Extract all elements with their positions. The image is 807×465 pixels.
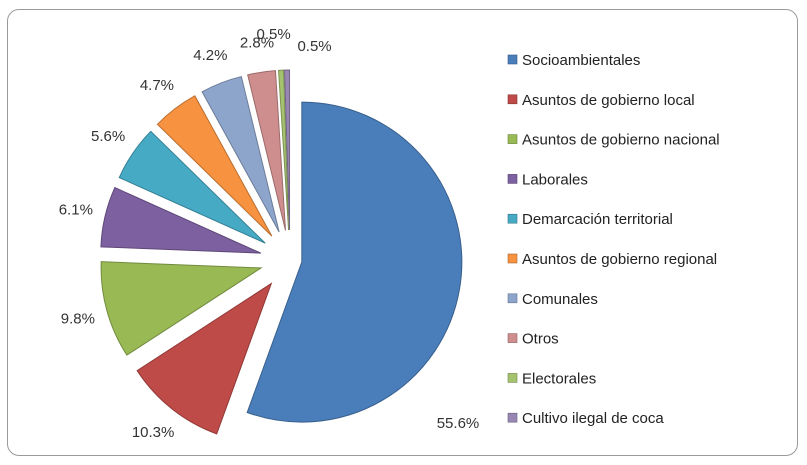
legend-label-cultivo-ilegal-de-coca: Cultivo ilegal de coca: [522, 410, 664, 427]
legend-swatch-asuntos-de-gobierno-nacional: [507, 134, 518, 144]
pie-slice-comunales: [201, 75, 280, 233]
pie-slice-asuntos-de-gobierno-regional: [156, 95, 273, 237]
data-label-asuntos-de-gobierno-nacional: 9.8%: [61, 310, 95, 327]
data-label-comunales: 4.2%: [193, 47, 227, 64]
legend-swatch-laborales: [507, 174, 518, 184]
legend-label-socioambientales: Socioambientales: [522, 52, 640, 69]
pie-slices: [100, 69, 463, 435]
data-label-laborales: 6.1%: [59, 202, 93, 219]
pie-slice-laborales: [100, 186, 261, 254]
data-label-asuntos-de-gobierno-local: 10.3%: [132, 424, 175, 441]
legend-swatch-socioambientales: [507, 54, 518, 65]
legend-label-asuntos-de-gobierno-regional: Asuntos de gobierno regional: [522, 251, 717, 268]
pie-data-labels: 55.6%10.3%9.8%6.1%5.6%4.7%4.2%2.8%0.5%0.…: [59, 26, 480, 441]
legend-swatch-comunales: [507, 293, 518, 304]
legend-label-demarcacion-territorial: Demarcación territorial: [522, 211, 673, 228]
data-label-demarcacion-territorial: 5.6%: [91, 128, 125, 145]
pie-slice-otros: [247, 70, 286, 231]
legend-swatch-cultivo-ilegal-de-coca: [507, 412, 518, 423]
data-label-otros: 2.8%: [240, 34, 274, 51]
legend-label-laborales: Laborales: [522, 171, 588, 188]
data-label-cultivo-ilegal-de-coca: 0.5%: [297, 38, 331, 55]
legend-label-asuntos-de-gobierno-local: Asuntos de gobierno local: [522, 92, 695, 109]
legend-label-electorales: Electorales: [522, 370, 596, 387]
legend-label-otros: Otros: [522, 331, 559, 348]
pie-slice-socioambientales: [246, 101, 463, 423]
legend-swatch-asuntos-de-gobierno-regional: [507, 253, 518, 264]
data-label-asuntos-de-gobierno-regional: 4.7%: [140, 77, 174, 94]
legend-swatch-otros: [507, 333, 518, 343]
legend-swatch-demarcacion-territorial: [507, 213, 518, 224]
legend-swatch-asuntos-de-gobierno-local: [507, 94, 518, 105]
pie-slice-asuntos-de-gobierno-local: [136, 282, 273, 435]
legend-label-comunales: Comunales: [522, 291, 598, 308]
pie-slice-cultivo-ilegal-de-coca: [283, 69, 291, 231]
data-label-socioambientales: 55.6%: [437, 415, 480, 432]
legend-label-asuntos-de-gobierno-nacional: Asuntos de gobierno nacional: [522, 132, 720, 149]
data-label-electorales: 0.5%: [257, 26, 291, 43]
pie-slice-electorales: [278, 69, 290, 231]
pie-slice-demarcacion-territorial: [118, 130, 266, 244]
legend: Socioambientales Asuntos de gobierno loca…: [507, 52, 720, 427]
pie-slice-asuntos-de-gobierno-nacional: [100, 261, 263, 356]
legend-swatch-electorales: [507, 373, 518, 383]
